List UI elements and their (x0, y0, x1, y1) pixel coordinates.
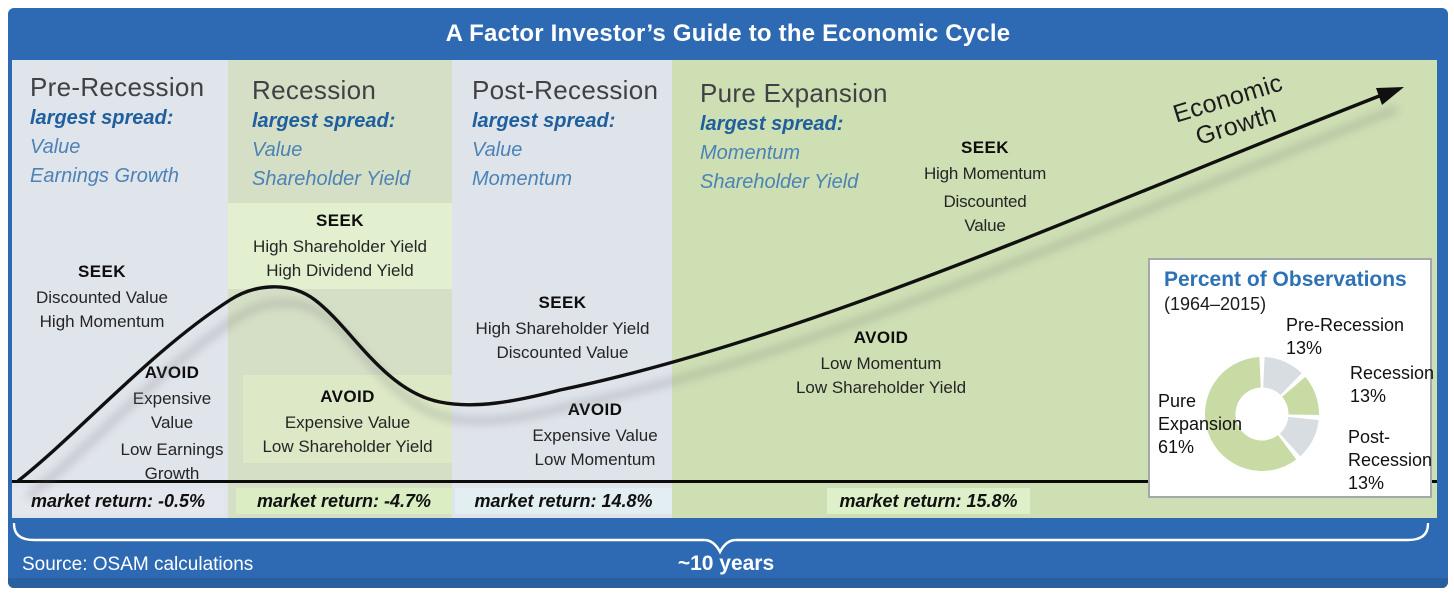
seek-label: SEEK (538, 293, 587, 312)
spread-item: Value (472, 139, 523, 161)
seek-item: High Shareholder Yield (253, 237, 427, 256)
spread-item: Earnings Growth (30, 165, 179, 187)
source-label: Source: OSAM calculations (22, 554, 254, 575)
label-name: Recession (1350, 363, 1435, 383)
seek-item: High Momentum (39, 312, 165, 331)
avoid-block-pre-recession: AVOID Expensive Value Low Earnings Growt… (112, 363, 232, 489)
largest-spread-post-recession: largest spread: Value Momentum (472, 107, 615, 194)
avoid-item: Low Momentum (820, 354, 942, 373)
spread-item: Value (30, 136, 81, 158)
content-area: Pre-Recession largest spread: Value Earn… (12, 60, 1437, 518)
seek-block-post-recession: SEEK High Shareholder Yield Discounted V… (460, 293, 665, 365)
donut-label-pure-expansion: Pure Expansion 61% (1158, 390, 1250, 459)
donut-chart (1204, 357, 1319, 472)
market-return-recession: market return: -4.7% (236, 488, 452, 514)
seek-block-recession: SEEK High Shareholder Yield High Dividen… (228, 203, 452, 289)
donut-slice-pre-recession (1263, 357, 1302, 395)
seek-block-pure-expansion: SEEK High Momentum Discounted Value (921, 138, 1049, 242)
avoid-block-recession: AVOID Expensive Value Low Shareholder Yi… (243, 375, 452, 463)
phase-title-recession: Recession (252, 75, 377, 105)
label-name: Post-Recession (1348, 427, 1433, 470)
donut-label-pre-recession: Pre-Recession 13% (1286, 314, 1416, 360)
donut-label-post-recession: Post-Recession 13% (1348, 426, 1444, 495)
spread-item: Shareholder Yield (700, 171, 859, 193)
spread-label: largest spread: (472, 110, 616, 132)
seek-label: SEEK (316, 211, 364, 230)
donut-label-recession: Recession 13% (1350, 362, 1450, 408)
seek-item: High Dividend Yield (266, 261, 414, 280)
market-return-pure-expansion: market return: 15.8% (827, 488, 1030, 514)
avoid-item: Low Earnings Growth (120, 440, 224, 483)
spread-item: Momentum (472, 168, 573, 190)
avoid-label: AVOID (853, 328, 909, 347)
avoid-item: Expensive Value (284, 413, 411, 432)
observations-panel: Percent of Observations (1964–2015) Pre-… (1148, 258, 1434, 498)
ten-years-label: ~10 years (677, 552, 775, 575)
spread-item: Shareholder Yield (252, 168, 411, 190)
avoid-block-pure-expansion: AVOID Low Momentum Low Shareholder Yield (775, 328, 987, 400)
spread-item: Value (252, 139, 303, 161)
seek-item: High Shareholder Yield (475, 319, 650, 338)
label-name: Pre-Recession (1286, 315, 1405, 335)
largest-spread-pre-recession: largest spread: Value Earnings Growth (30, 104, 179, 191)
avoid-block-post-recession: AVOID Expensive Value Low Momentum (495, 400, 695, 472)
phase-title-pre-recession: Pre-Recession (30, 72, 205, 102)
page-title: A Factor Investor’s Guide to the Economi… (445, 20, 1011, 47)
market-return-post-recession: market return: 14.8% (455, 488, 672, 514)
phase-title-post-recession: Post-Recession (472, 75, 659, 105)
spread-item: Momentum (700, 142, 801, 164)
label-name: Pure Expansion (1158, 391, 1243, 434)
largest-spread-recession: largest spread: Value Shareholder Yield (252, 107, 410, 194)
footer-bar: ~10 years Source: OSAM calculations (8, 518, 1448, 588)
avoid-item: Expensive Value (532, 426, 658, 445)
label-value: 13% (1350, 386, 1387, 406)
market-return-pre-recession: market return: -0.5% (12, 488, 224, 514)
ten-years-brace (12, 523, 1430, 555)
donut-slice-post-recession (1279, 416, 1319, 457)
seek-item: High Momentum (923, 164, 1047, 183)
frame: A Factor Investor’s Guide to the Economi… (8, 8, 1448, 588)
avoid-item: Expensive Value (132, 389, 212, 432)
donut-slice-recession (1282, 376, 1319, 415)
brace-path (12, 523, 1430, 555)
seek-block-pre-recession: SEEK Discounted Value High Momentum (12, 262, 192, 334)
label-value: 13% (1348, 473, 1385, 493)
seek-label: SEEK (961, 138, 1009, 157)
avoid-item: Low Shareholder Yield (795, 378, 967, 397)
seek-item: Discounted Value (496, 343, 629, 362)
avoid-item: Low Momentum (534, 450, 656, 469)
avoid-label: AVOID (144, 363, 200, 382)
label-value: 13% (1286, 338, 1323, 358)
spread-label: largest spread: (252, 110, 396, 132)
label-value: 61% (1158, 437, 1195, 457)
seek-item: Discounted Value (36, 288, 168, 307)
donut-slice-pure-expansion (1204, 357, 1297, 472)
phase-title-pure-expansion: Pure Expansion (700, 78, 888, 108)
spread-label: largest spread: (30, 107, 174, 129)
seek-label: SEEK (78, 262, 126, 281)
spread-label: largest spread: (700, 113, 844, 135)
avoid-label: AVOID (320, 387, 375, 406)
largest-spread-pure-expansion: largest spread: Momentum Shareholder Yie… (700, 110, 858, 197)
observations-subtitle: (1964–2015) (1164, 294, 1267, 314)
seek-item: Discounted Value (943, 192, 1027, 235)
avoid-label: AVOID (567, 400, 623, 419)
avoid-item: Low Shareholder Yield (262, 437, 433, 456)
observations-title: Percent of Observations (1164, 268, 1407, 291)
